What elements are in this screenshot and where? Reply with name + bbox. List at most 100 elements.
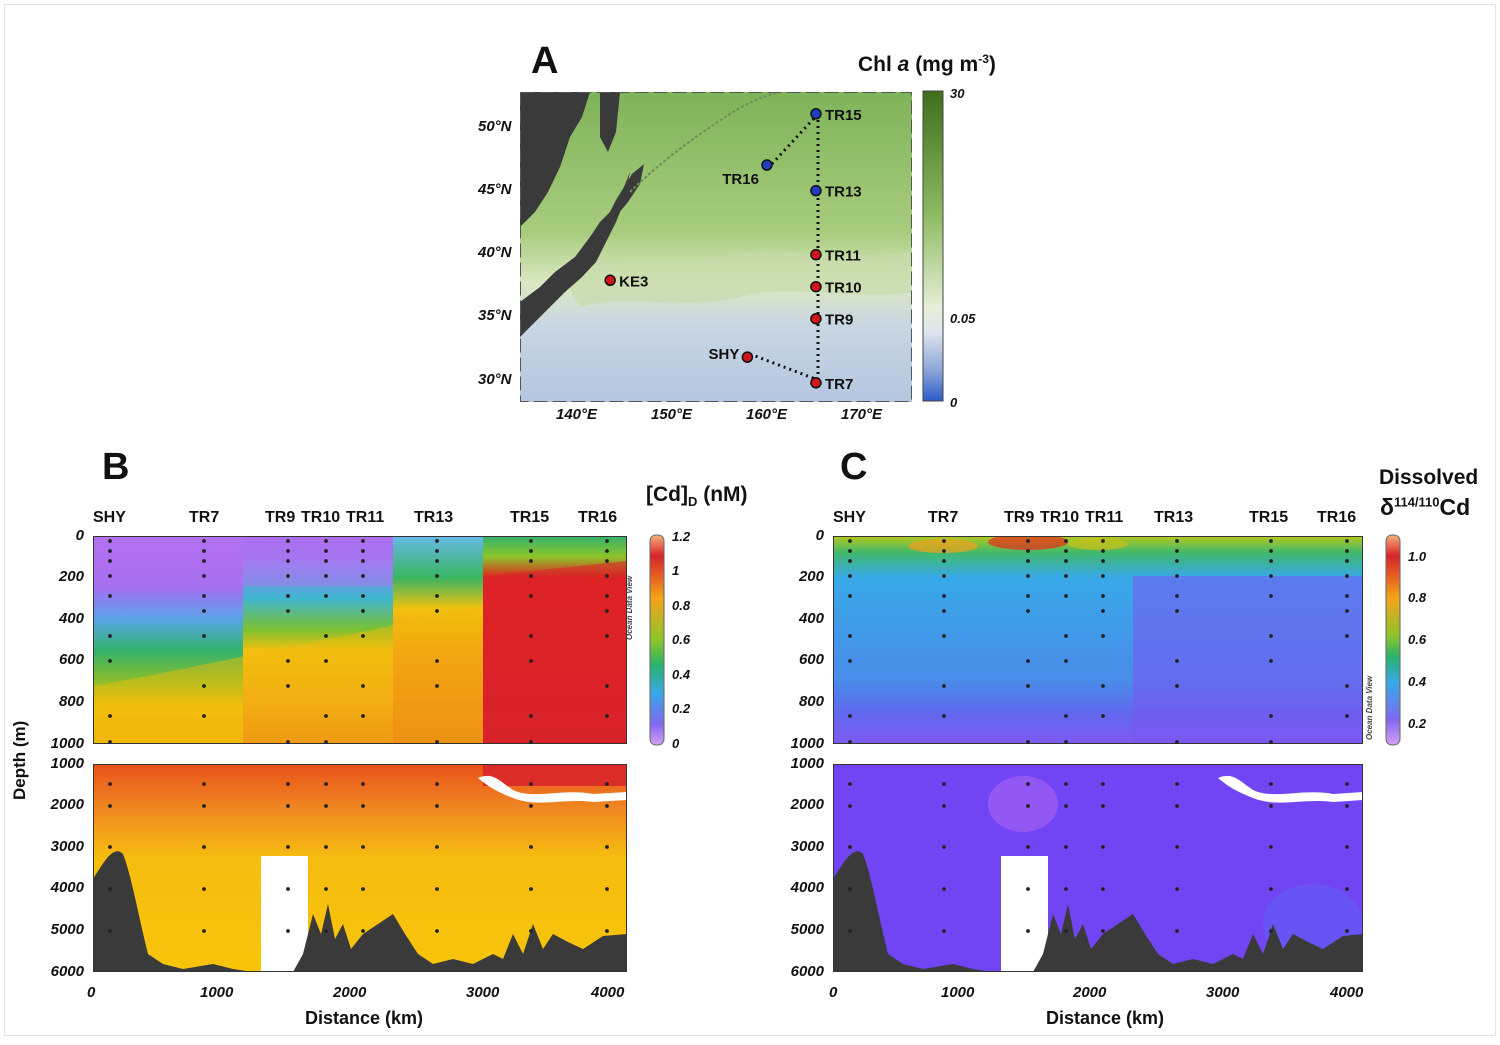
sample-point — [286, 659, 290, 663]
bathymetry — [293, 904, 627, 972]
land-hokkaido — [610, 164, 644, 214]
map-cb-tick: 0.05 — [950, 311, 976, 326]
sample-point — [286, 574, 290, 578]
sample-point — [361, 929, 365, 933]
map-cb-title-unit: (mg m — [909, 53, 979, 76]
station-label-c: SHY — [833, 509, 866, 526]
sample-point — [108, 740, 112, 744]
sample-point — [605, 634, 609, 638]
sample-point — [605, 684, 609, 688]
sample-point — [435, 574, 439, 578]
depth-tick: 4000 — [790, 879, 824, 896]
sample-point — [1269, 659, 1273, 663]
station-label-b: TR9 — [265, 509, 296, 526]
depth-tick: 6000 — [50, 963, 84, 980]
sample-point — [942, 684, 946, 688]
sample-point — [1026, 782, 1030, 786]
sample-point — [435, 782, 439, 786]
sample-point — [202, 559, 206, 563]
sample-point — [848, 804, 852, 808]
sample-point — [942, 714, 946, 718]
sample-point — [1101, 887, 1105, 891]
depth-tick: 2000 — [790, 796, 824, 813]
sample-point — [286, 594, 290, 598]
distance-tick: 4000 — [1330, 984, 1364, 1001]
sample-point — [361, 714, 365, 718]
sample-point — [286, 782, 290, 786]
depth-tick: 400 — [58, 610, 84, 627]
distance-tick: 3000 — [1206, 984, 1240, 1001]
delta-cb-tick: 0.6 — [1408, 632, 1427, 647]
sample-point — [942, 549, 946, 553]
cd-lower-section — [93, 764, 627, 972]
sample-point — [1345, 804, 1349, 808]
map-cb-title-close: ) — [988, 53, 996, 76]
panel-a-letter: A — [531, 40, 559, 82]
sample-point — [202, 929, 206, 933]
sample-point — [108, 634, 112, 638]
cd-cb-tick: 0.4 — [672, 667, 691, 682]
sample-point — [529, 887, 533, 891]
sample-point — [324, 634, 328, 638]
sample-point — [286, 887, 290, 891]
sample-point — [942, 929, 946, 933]
sample-point — [324, 929, 328, 933]
distance-tick: 0 — [829, 984, 838, 1001]
sample-point — [529, 559, 533, 563]
station-label-c: TR11 — [1085, 509, 1124, 526]
sample-point — [286, 559, 290, 563]
sample-point — [1026, 845, 1030, 849]
depth-tick: 400 — [798, 610, 824, 627]
sample-point — [108, 782, 112, 786]
delta-sup: 114/110 — [1393, 494, 1440, 510]
depth-tick: 1000 — [790, 755, 824, 772]
sample-point — [1026, 539, 1030, 543]
sample-point — [202, 845, 206, 849]
sample-point — [529, 740, 533, 744]
station-markers: TR15 TR16 TR13 TR11 TR10 TR9 KE3 SHY TR7 — [604, 107, 862, 393]
sample-point — [942, 634, 946, 638]
sample-point — [529, 594, 533, 598]
delta-cb-tick: 1.0 — [1408, 549, 1427, 564]
map-cb-title-italic: a — [897, 53, 910, 76]
sample-point — [1345, 634, 1349, 638]
station-shy: SHY — [709, 346, 754, 363]
sample-point — [324, 804, 328, 808]
sample-point — [1345, 887, 1349, 891]
station-label-c: TR16 — [1317, 509, 1357, 526]
sample-point — [529, 659, 533, 663]
delta-upper-section — [833, 536, 1363, 744]
no-data-gap — [1001, 856, 1048, 972]
sample-point — [1101, 845, 1105, 849]
sample-point — [324, 594, 328, 598]
sample-point — [324, 659, 328, 663]
no-data-gap — [1218, 775, 1363, 803]
sample-point — [605, 714, 609, 718]
sample-point — [605, 549, 609, 553]
sample-point — [1026, 684, 1030, 688]
sample-point — [529, 929, 533, 933]
sample-point — [108, 714, 112, 718]
map-colorbar — [922, 90, 944, 402]
sample-point — [1345, 594, 1349, 598]
chl-transition-band — [560, 251, 912, 307]
sample-point — [108, 845, 112, 849]
sample-point — [1064, 634, 1068, 638]
sample-point — [605, 539, 609, 543]
depth-tick: 200 — [58, 568, 84, 585]
delta-cb-title-line1: Dissolved — [1379, 466, 1479, 489]
depth-tick: 5000 — [50, 921, 84, 938]
sample-point — [529, 574, 533, 578]
sample-point — [435, 845, 439, 849]
station-tr10: TR10 — [810, 280, 862, 297]
sample-point — [435, 594, 439, 598]
sample-point — [1345, 684, 1349, 688]
cd-cb-title-main: [Cd] — [646, 483, 688, 506]
depth-tick: 0 — [75, 527, 84, 544]
sample-point — [202, 539, 206, 543]
depth-tick: 6000 — [790, 963, 824, 980]
sample-point — [529, 549, 533, 553]
sample-point — [108, 804, 112, 808]
depth-tick: 3000 — [790, 838, 824, 855]
sample-point — [848, 559, 852, 563]
